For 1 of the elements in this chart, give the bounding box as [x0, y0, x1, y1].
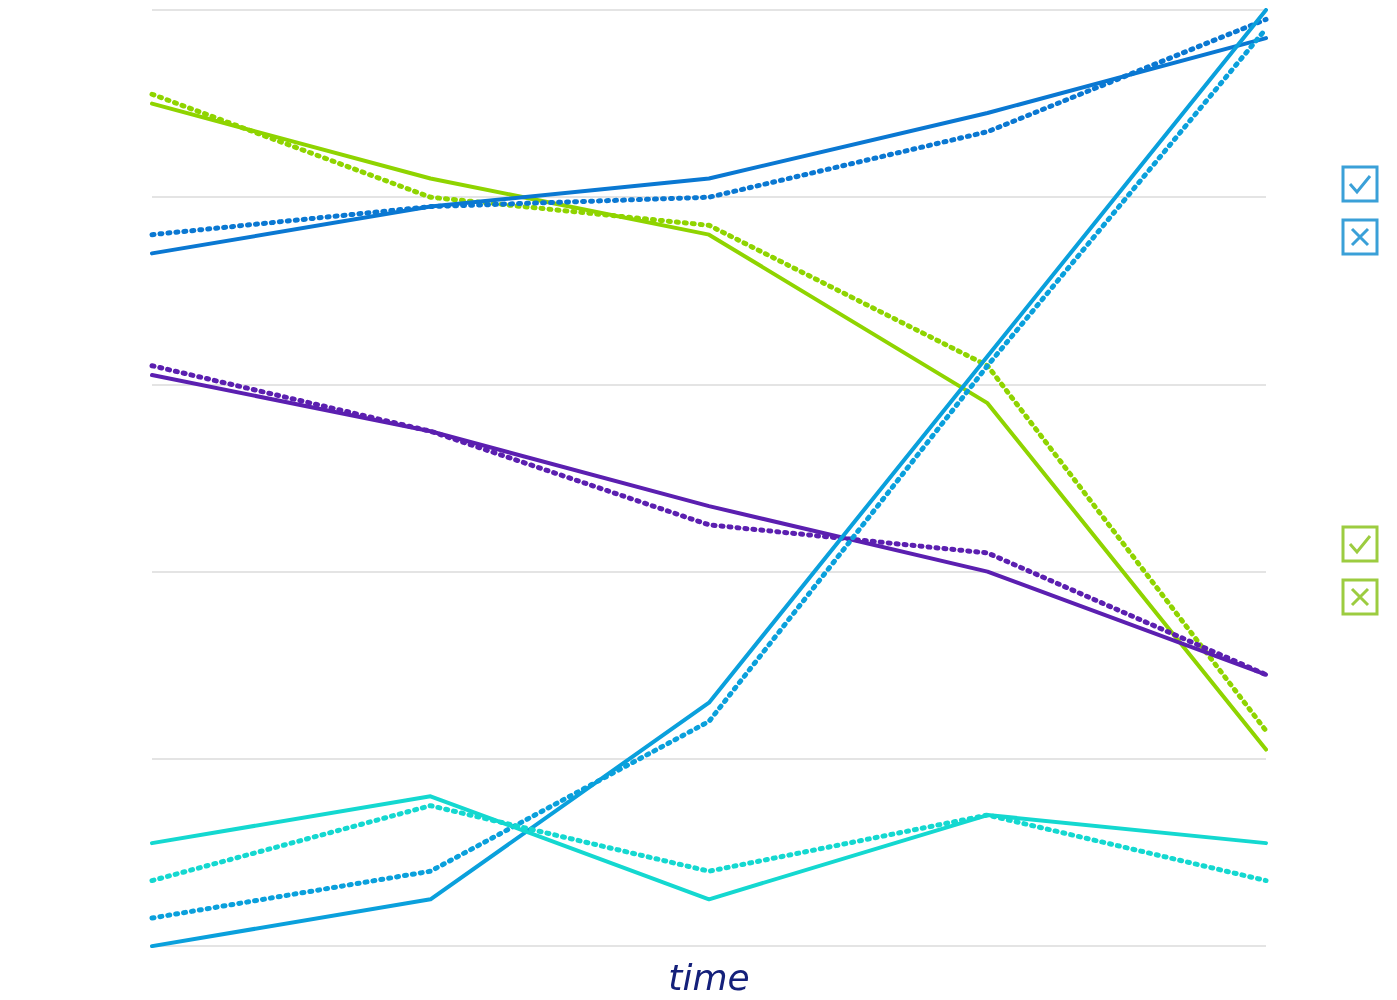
x-axis-title: time	[668, 956, 750, 998]
